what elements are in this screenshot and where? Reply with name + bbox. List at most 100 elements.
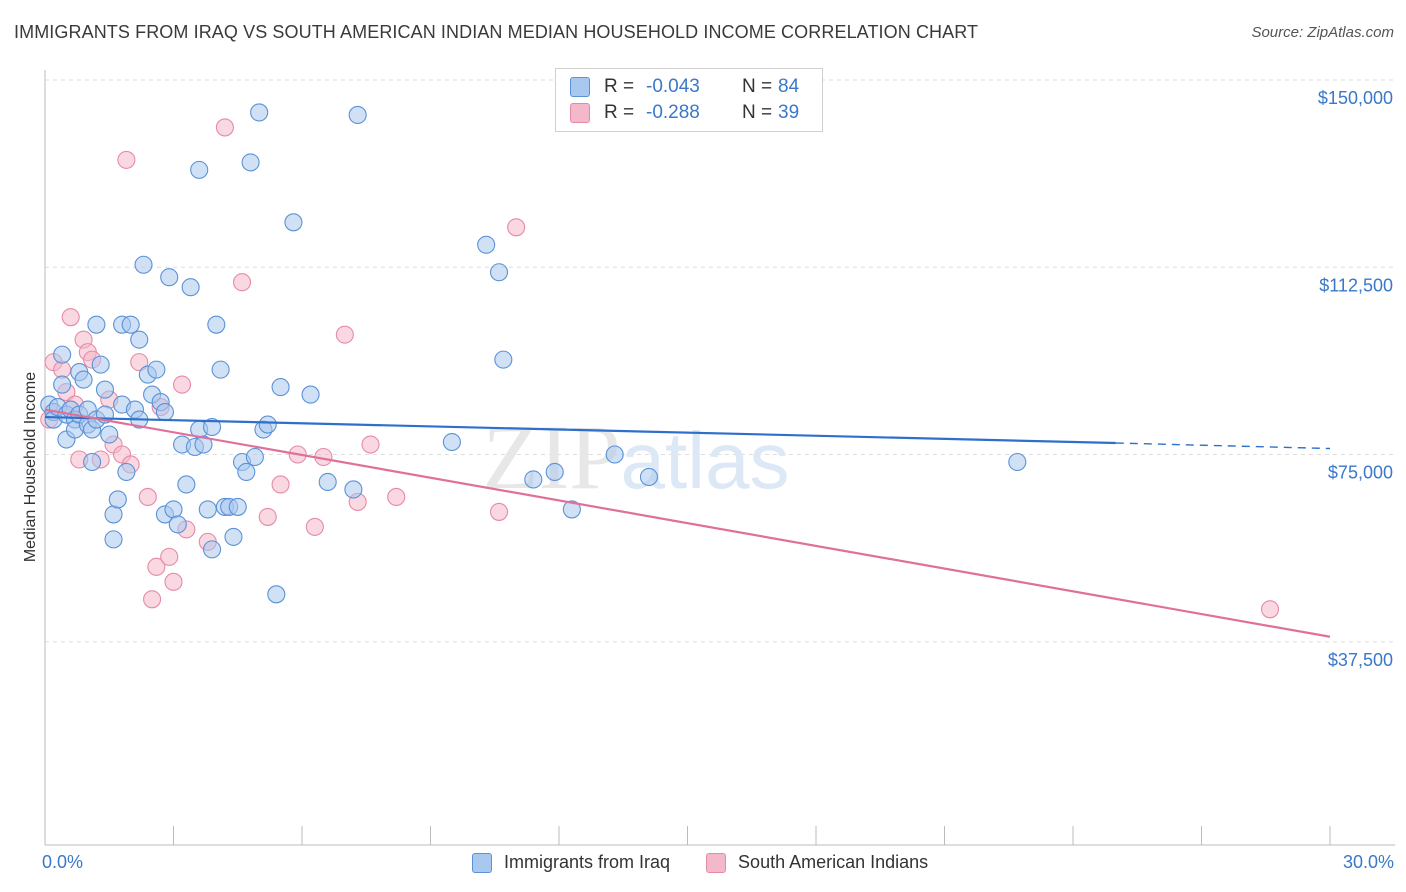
data-point	[190, 160, 209, 179]
data-point	[177, 475, 196, 494]
legend-r-value: -0.288	[646, 102, 700, 123]
data-point	[74, 370, 93, 389]
series-legend: Immigrants from Iraq South American Indi…	[472, 852, 964, 873]
legend-r-label: R =	[604, 76, 635, 97]
legend-r-value: -0.043	[646, 76, 700, 97]
legend-item-south-american-indians: South American Indians	[706, 852, 928, 873]
data-point	[489, 263, 509, 282]
data-point	[164, 500, 183, 519]
y-tick-label: $112,500	[1319, 275, 1393, 295]
data-point	[271, 475, 290, 494]
data-point	[194, 435, 213, 454]
data-point	[138, 487, 157, 506]
legend-label-south-american-indians: South American Indians	[738, 852, 929, 872]
y-tick-label: $150,000	[1318, 88, 1393, 108]
data-point	[117, 150, 136, 169]
data-point	[639, 467, 659, 487]
data-point	[198, 500, 217, 519]
y-tick-label: $75,000	[1328, 463, 1393, 483]
data-point	[53, 375, 72, 394]
data-point	[203, 540, 222, 559]
data-point	[87, 315, 106, 334]
data-point	[147, 360, 166, 379]
data-point	[562, 500, 581, 519]
data-point	[83, 452, 102, 472]
trend-line-extension	[1115, 442, 1331, 450]
data-point	[95, 380, 115, 399]
data-point	[108, 490, 127, 509]
data-point	[168, 515, 187, 534]
legend-swatch-pink	[570, 103, 590, 123]
data-point	[232, 273, 252, 292]
data-point	[160, 268, 179, 287]
series-immigrants-from-iraq	[40, 103, 1027, 604]
trend-line	[44, 415, 1116, 445]
data-point	[130, 353, 149, 372]
legend-label-iraq: Immigrants from Iraq	[504, 852, 671, 872]
data-point	[100, 425, 119, 444]
data-point	[489, 502, 509, 521]
x-axis-max-label: 30.0%	[1342, 852, 1394, 872]
data-point	[121, 315, 140, 334]
stats-legend: R = -0.043 N = 84 R = -0.288 N = 39	[555, 68, 823, 132]
data-point	[545, 462, 564, 482]
data-point	[211, 360, 230, 379]
data-point	[284, 213, 303, 232]
chart-title: IMMIGRANTS FROM IRAQ VS SOUTH AMERICAN I…	[14, 22, 979, 42]
data-point	[387, 487, 406, 506]
legend-n-label: N =	[742, 76, 773, 97]
y-tick-labels: $150,000 $112,500 $75,000 $37,500	[1318, 88, 1393, 670]
data-point	[258, 507, 277, 526]
data-point	[147, 557, 166, 576]
data-point	[160, 547, 179, 566]
legend-swatch-blue	[570, 77, 590, 97]
data-point	[164, 572, 183, 591]
data-point	[494, 350, 513, 369]
data-point	[203, 417, 222, 437]
legend-swatch-blue	[472, 852, 492, 873]
data-point	[1008, 452, 1027, 472]
data-point	[117, 462, 136, 482]
data-point	[104, 505, 123, 524]
data-point	[134, 255, 153, 274]
data-point	[250, 103, 269, 122]
data-point	[241, 153, 260, 172]
data-point	[258, 415, 277, 434]
data-point	[207, 315, 226, 334]
data-point	[318, 472, 337, 492]
legend-n-value: 39	[778, 102, 800, 123]
data-point	[507, 218, 526, 237]
data-point	[335, 325, 354, 344]
data-point	[104, 530, 123, 549]
data-point	[267, 585, 286, 604]
data-point	[224, 527, 243, 546]
data-point	[305, 517, 324, 536]
y-tick-label: $37,500	[1328, 650, 1393, 670]
data-point	[524, 470, 543, 489]
data-point	[344, 480, 363, 499]
axes	[44, 70, 1395, 846]
data-point	[228, 497, 247, 516]
y-axis-label: Median Household Income	[22, 372, 39, 562]
data-point	[130, 330, 149, 349]
data-point	[61, 308, 80, 327]
legend-item-iraq: Immigrants from Iraq	[472, 852, 670, 873]
data-point	[348, 105, 367, 125]
x-axis-min-label: 0.0%	[42, 852, 84, 872]
data-point	[605, 445, 624, 464]
data-point	[155, 403, 174, 422]
legend-row-pink: R = -0.288 N = 39	[570, 101, 799, 125]
data-point	[271, 378, 290, 397]
data-point	[91, 355, 110, 374]
data-point	[245, 447, 264, 467]
data-point	[181, 278, 200, 297]
source-note: Source: ZipAtlas.com	[1251, 24, 1394, 41]
data-point	[143, 590, 162, 609]
trendlines	[44, 408, 1331, 638]
legend-row-blue: R = -0.043 N = 84	[570, 75, 799, 99]
legend-r-label: R =	[604, 102, 635, 123]
trend-line	[44, 408, 1331, 638]
data-point	[173, 375, 192, 394]
data-point	[361, 435, 380, 454]
